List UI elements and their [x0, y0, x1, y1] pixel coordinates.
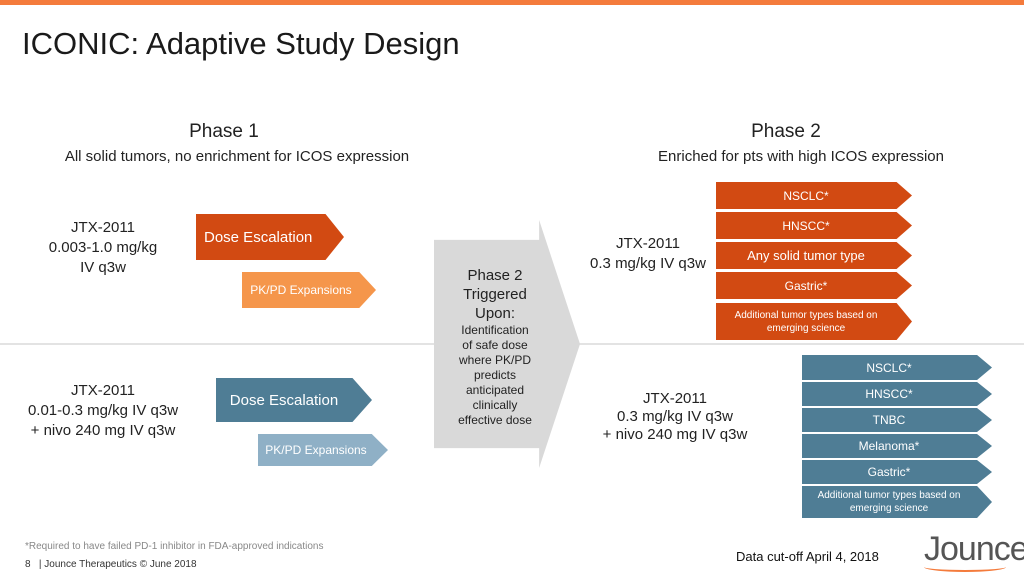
text-line: clinically: [472, 398, 518, 412]
text-line: 0.003-1.0 mg/kg: [48, 239, 158, 256]
phase2-subtitle: Enriched for pts with high ICOS expressi…: [658, 148, 944, 165]
text-line: of safe dose: [462, 338, 528, 352]
combo-dose-text: JTX-2011 0.01-0.3 mg/kg IV q3w + nivo 24…: [3, 381, 203, 441]
combo-cohort-nsclc: NSCLC*: [802, 355, 992, 380]
combo-pkpd-arrow: PK/PD Expansions: [258, 434, 388, 466]
slide-title: ICONIC: Adaptive Study Design: [22, 26, 460, 61]
text-line: Upon:: [474, 305, 516, 322]
text-line: + nivo 240 mg IV q3w: [602, 426, 748, 443]
text-line: Phase 2: [467, 267, 523, 284]
mono-cohort-nsclc: NSCLC*: [716, 182, 912, 209]
combo-cohort-additional: Additional tumor types based on emerging…: [802, 486, 992, 518]
text-line: JTX-2011: [643, 390, 707, 407]
mono-cohort-additional: Additional tumor types based on emerging…: [716, 303, 912, 340]
data-cutoff: Data cut-off April 4, 2018: [736, 549, 879, 564]
mono-cohort-any-solid: Any solid tumor type: [716, 242, 912, 269]
mono-cohort-hnscc: HNSCC*: [716, 212, 912, 239]
text-line: JTX-2011: [71, 219, 135, 236]
combo-cohort-melanoma: Melanoma*: [802, 434, 992, 458]
text-line: 0.01-0.3 mg/kg IV q3w: [27, 402, 179, 419]
text-line: anticipated: [465, 383, 525, 397]
phase1-subtitle: All solid tumors, no enrichment for ICOS…: [64, 148, 410, 165]
text-line: JTX-2011: [616, 235, 680, 252]
top-accent-bar: [0, 0, 1024, 5]
text-line: Identification: [461, 323, 529, 337]
mono-cohort-gastric: Gastric*: [716, 272, 912, 299]
text-line: IV q3w: [80, 259, 126, 276]
text-line: + nivo 240 mg IV q3w: [30, 422, 176, 439]
footer-text: 8 | Jounce Therapeutics © June 2018: [25, 559, 197, 570]
footnote: *Required to have failed PD-1 inhibitor …: [25, 541, 324, 552]
phase2-heading: Phase 2: [751, 121, 821, 142]
jounce-logo: Jounce: [924, 532, 1024, 574]
text-line: effective dose: [458, 413, 532, 427]
combo-phase2-dose-text: JTX-2011 0.3 mg/kg IV q3w + nivo 240 mg …: [575, 390, 775, 444]
text-line: where PK/PD: [458, 353, 532, 367]
combo-dose-escalation-arrow: Dose Escalation: [216, 378, 372, 422]
mono-phase2-dose-text: JTX-2011 0.3 mg/kg IV q3w: [568, 234, 728, 274]
mono-dose-escalation-arrow: Dose Escalation: [196, 214, 344, 260]
combo-cohort-tnbc: TNBC: [802, 408, 992, 432]
text-line: 0.3 mg/kg IV q3w: [590, 255, 706, 272]
text-line: 0.3 mg/kg IV q3w: [617, 408, 733, 425]
mono-pkpd-arrow: PK/PD Expansions: [242, 272, 376, 308]
text-line: predicts: [473, 368, 517, 382]
trigger-text: Phase 2 Triggered Upon: Identification o…: [420, 266, 570, 428]
text-line: JTX-2011: [71, 382, 135, 399]
mono-dose-text: JTX-2011 0.003-1.0 mg/kg IV q3w: [13, 218, 193, 278]
text-line: Triggered: [463, 286, 527, 303]
phase1-heading: Phase 1: [189, 121, 259, 142]
combo-cohort-gastric: Gastric*: [802, 460, 992, 484]
combo-cohort-hnscc: HNSCC*: [802, 382, 992, 406]
